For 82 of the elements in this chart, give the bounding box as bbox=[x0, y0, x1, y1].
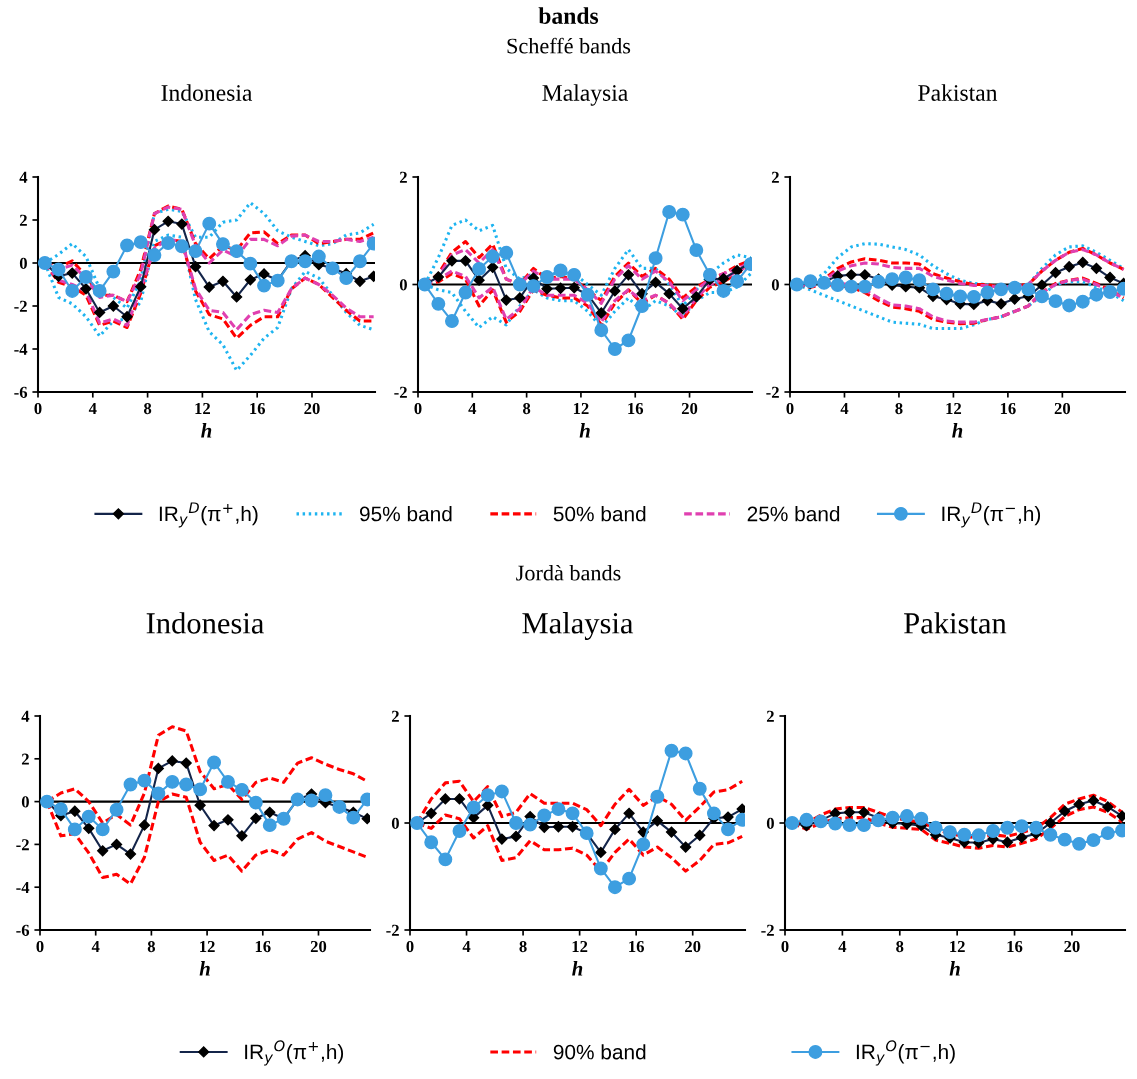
text: Jordà bands bbox=[516, 564, 621, 581]
x-tick-label: 8 bbox=[896, 940, 904, 953]
x-tick-label: 12 bbox=[200, 940, 215, 952]
x-tick-label: 16 bbox=[255, 940, 271, 953]
x-tick-label: 0 bbox=[34, 402, 42, 415]
x-tick-label: 8 bbox=[143, 402, 152, 415]
x-tick-label: 0 bbox=[786, 402, 794, 415]
legend-label: IR$_{y}$$^{O}$(π$^{+}$,h) bbox=[245, 1040, 344, 1066]
chart-title: Malaysia bbox=[522, 612, 634, 640]
y-tick-label: 0 bbox=[391, 817, 399, 829]
legend-label: 95% band bbox=[359, 506, 452, 522]
y-tick-label: 0 bbox=[399, 279, 407, 291]
y-tick-label: 0 bbox=[771, 279, 779, 291]
x-tick-label: 20 bbox=[310, 940, 327, 953]
x-tick-label: 16 bbox=[1007, 940, 1023, 953]
y-tick-label: 0 bbox=[19, 257, 27, 269]
x-tick-label: 0 bbox=[414, 402, 422, 415]
x-axis-title: h bbox=[952, 423, 963, 438]
x-tick-label: 0 bbox=[36, 940, 44, 953]
y-tick-label: 2 bbox=[19, 214, 27, 226]
legend-label: IR$_{y}$$^{D}$(π$^{−}$,h) bbox=[942, 502, 1041, 528]
y-tick-label: -2 bbox=[386, 924, 399, 936]
x-tick-label: 4 bbox=[468, 403, 477, 414]
x-tick-label: 20 bbox=[681, 402, 698, 415]
y-tick-label: 4 bbox=[21, 710, 30, 722]
x-tick-label: 4 bbox=[462, 941, 471, 952]
text: bands bbox=[538, 7, 599, 24]
y-tick-label: 2 bbox=[766, 710, 774, 722]
x-axis-title: h bbox=[949, 961, 960, 976]
x-axis-title: h bbox=[201, 423, 212, 438]
x-tick-label: 8 bbox=[895, 402, 903, 415]
y-tick-label: 0 bbox=[766, 817, 774, 829]
chart-title: Indonesia bbox=[146, 612, 264, 634]
y-tick-label: -2 bbox=[16, 839, 29, 851]
x-tick-label: 8 bbox=[523, 402, 531, 415]
text: Scheffé bands bbox=[507, 37, 631, 54]
x-tick-label: 20 bbox=[685, 940, 701, 953]
x-tick-label: 12 bbox=[573, 402, 589, 414]
x-tick-label: 16 bbox=[629, 940, 645, 953]
x-tick-label: 20 bbox=[1064, 940, 1080, 953]
x-tick-label: 8 bbox=[147, 940, 156, 953]
x-tick-label: 8 bbox=[519, 940, 527, 953]
legend-label: 90% band bbox=[553, 1044, 646, 1060]
x-tick-label: 4 bbox=[838, 941, 847, 952]
y-tick-label: -6 bbox=[14, 386, 28, 398]
x-tick-label: 4 bbox=[91, 941, 100, 952]
y-tick-label: 0 bbox=[21, 796, 29, 808]
x-axis-title: h bbox=[579, 423, 590, 438]
x-tick-label: 12 bbox=[572, 940, 588, 952]
legend-label: IR$_{y}$$^{D}$(π$^{+}$,h) bbox=[159, 502, 258, 528]
x-tick-label: 12 bbox=[946, 402, 962, 414]
y-tick-label: -2 bbox=[766, 386, 779, 398]
legend-label: IR$_{y}$$^{O}$(π$^{−}$,h) bbox=[856, 1040, 955, 1066]
x-tick-label: 20 bbox=[304, 402, 320, 415]
y-tick-label: -2 bbox=[394, 386, 407, 398]
x-axis-title: h bbox=[199, 961, 210, 976]
y-tick-label: 2 bbox=[771, 171, 779, 183]
chart-title: Indonesia bbox=[161, 84, 253, 101]
y-tick-label: 2 bbox=[21, 753, 29, 765]
chart-title: Pakistan bbox=[904, 612, 1007, 634]
y-tick-label: -2 bbox=[14, 300, 27, 312]
x-tick-label: 0 bbox=[781, 940, 789, 953]
x-tick-label: 12 bbox=[950, 940, 965, 952]
y-tick-label: 2 bbox=[399, 171, 407, 183]
x-tick-label: 4 bbox=[88, 403, 97, 414]
x-tick-label: 20 bbox=[1054, 402, 1071, 415]
x-tick-label: 4 bbox=[840, 403, 849, 414]
y-tick-label: -4 bbox=[16, 882, 30, 893]
x-axis-title: h bbox=[572, 961, 583, 976]
x-tick-label: 16 bbox=[250, 402, 266, 415]
y-tick-label: -4 bbox=[14, 343, 28, 355]
x-tick-label: 16 bbox=[628, 402, 644, 415]
legend-label: 50% band bbox=[553, 506, 646, 522]
y-tick-label: 2 bbox=[391, 710, 399, 722]
y-tick-label: -2 bbox=[761, 924, 774, 936]
chart-title: Pakistan bbox=[918, 84, 998, 101]
y-tick-label: -6 bbox=[16, 924, 30, 936]
x-tick-label: 16 bbox=[1000, 402, 1016, 415]
chart-title: Malaysia bbox=[542, 84, 628, 106]
y-tick-label: 4 bbox=[19, 171, 28, 183]
x-tick-label: 12 bbox=[195, 402, 211, 414]
legend-label: 25% band bbox=[747, 506, 840, 522]
